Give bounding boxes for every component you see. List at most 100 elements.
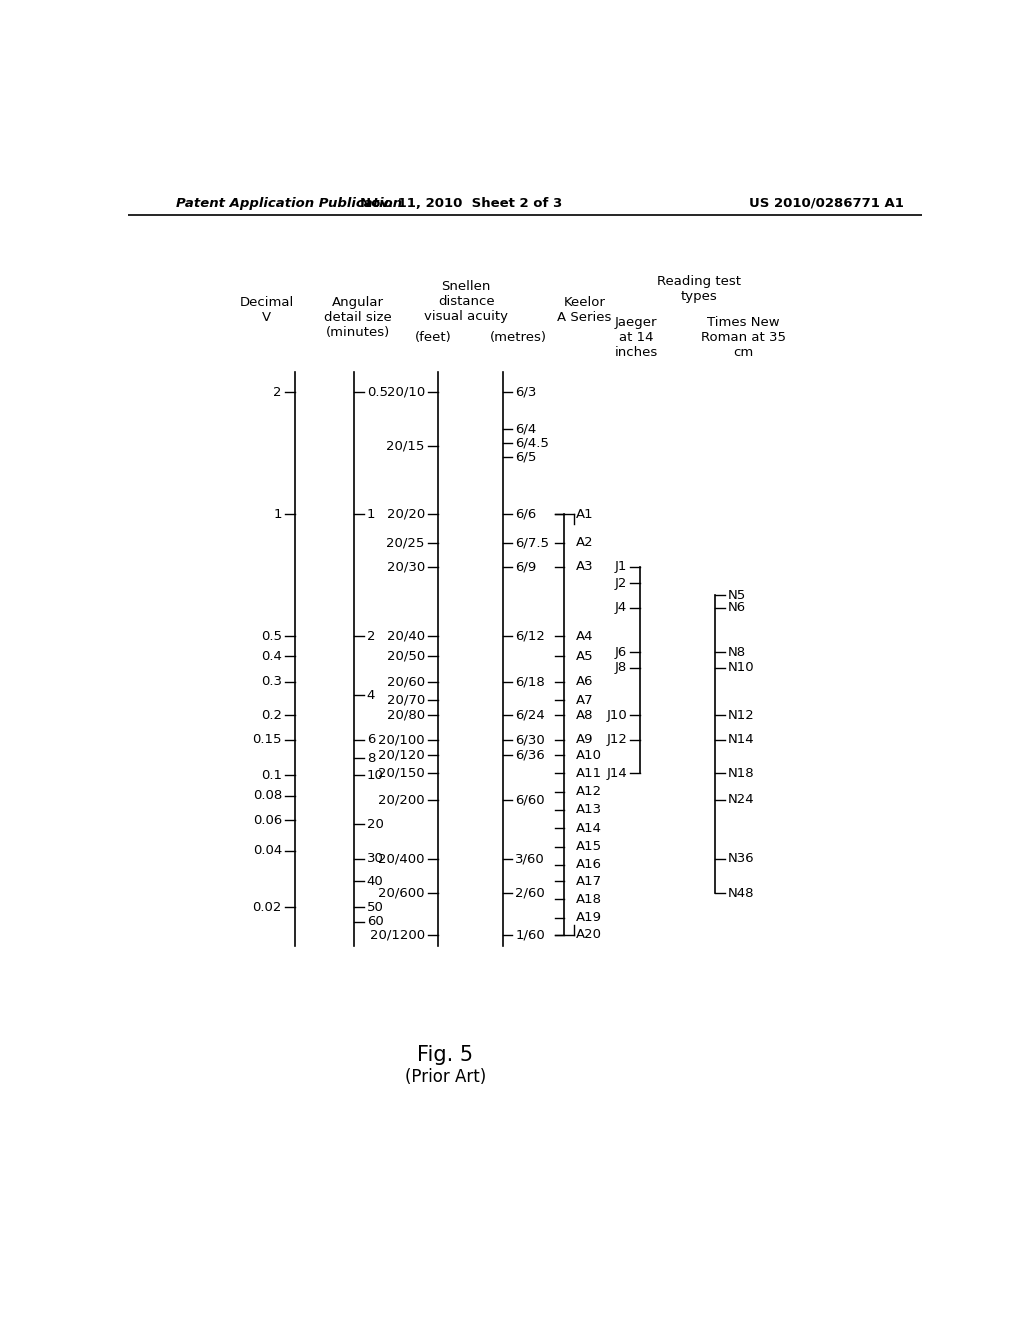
Text: 0.1: 0.1 (261, 768, 282, 781)
Text: A20: A20 (575, 928, 601, 941)
Text: 20/15: 20/15 (386, 440, 425, 453)
Text: (Prior Art): (Prior Art) (404, 1068, 486, 1086)
Text: A8: A8 (575, 709, 593, 722)
Text: 0.5: 0.5 (261, 630, 282, 643)
Text: A10: A10 (575, 748, 601, 762)
Text: 3/60: 3/60 (515, 853, 545, 865)
Text: A14: A14 (575, 822, 601, 834)
Text: Decimal
V: Decimal V (240, 296, 294, 323)
Text: A5: A5 (575, 649, 593, 663)
Text: 6/4: 6/4 (515, 422, 537, 436)
Text: N5: N5 (728, 589, 746, 602)
Text: J10: J10 (606, 709, 627, 722)
Text: (metres): (metres) (489, 331, 547, 345)
Text: 1: 1 (273, 508, 282, 520)
Text: A13: A13 (575, 804, 602, 816)
Text: 6/9: 6/9 (515, 561, 537, 573)
Text: Times New
Roman at 35
cm: Times New Roman at 35 cm (700, 315, 785, 359)
Text: 6/7.5: 6/7.5 (515, 536, 549, 549)
Text: 10: 10 (367, 768, 384, 781)
Text: N6: N6 (728, 601, 746, 614)
Text: J8: J8 (615, 661, 627, 675)
Text: A4: A4 (575, 630, 593, 643)
Text: 50: 50 (367, 902, 384, 913)
Text: 20/120: 20/120 (378, 748, 425, 762)
Text: Angular
detail size
(minutes): Angular detail size (minutes) (325, 296, 392, 339)
Text: A18: A18 (575, 892, 601, 906)
Text: 20/60: 20/60 (387, 676, 425, 688)
Text: A16: A16 (575, 858, 601, 871)
Text: 20: 20 (367, 817, 384, 830)
Text: A3: A3 (575, 561, 593, 573)
Text: N18: N18 (728, 767, 755, 780)
Text: 20/400: 20/400 (378, 853, 425, 865)
Text: N12: N12 (728, 709, 755, 722)
Text: Reading test
types: Reading test types (657, 276, 741, 304)
Text: A7: A7 (575, 693, 593, 706)
Text: 20/200: 20/200 (378, 793, 425, 807)
Text: US 2010/0286771 A1: US 2010/0286771 A1 (749, 197, 904, 210)
Text: 20/10: 20/10 (386, 385, 425, 399)
Text: 20/600: 20/600 (378, 887, 425, 900)
Text: 8: 8 (367, 751, 375, 764)
Text: N8: N8 (728, 645, 746, 659)
Text: 6/3: 6/3 (515, 385, 537, 399)
Text: 20/30: 20/30 (386, 561, 425, 573)
Text: A11: A11 (575, 767, 602, 780)
Text: J4: J4 (615, 601, 627, 614)
Text: 0.3: 0.3 (261, 676, 282, 688)
Text: 0.2: 0.2 (261, 709, 282, 722)
Text: N24: N24 (728, 793, 755, 807)
Text: 30: 30 (367, 853, 384, 865)
Text: 6/5: 6/5 (515, 450, 537, 463)
Text: 6: 6 (367, 734, 375, 746)
Text: 20/100: 20/100 (378, 734, 425, 746)
Text: 0.4: 0.4 (261, 649, 282, 663)
Text: 1: 1 (367, 508, 376, 520)
Text: N36: N36 (728, 853, 755, 865)
Text: N10: N10 (728, 661, 755, 675)
Text: 20/1200: 20/1200 (370, 928, 425, 941)
Text: 6/4.5: 6/4.5 (515, 437, 549, 450)
Text: 6/18: 6/18 (515, 676, 545, 688)
Text: 1/60: 1/60 (515, 928, 545, 941)
Text: 2/60: 2/60 (515, 887, 545, 900)
Text: N48: N48 (728, 887, 755, 900)
Text: 4: 4 (367, 689, 375, 701)
Text: A19: A19 (575, 911, 601, 924)
Text: 20/50: 20/50 (386, 649, 425, 663)
Text: N14: N14 (728, 734, 755, 746)
Text: 40: 40 (367, 875, 384, 887)
Text: 6/30: 6/30 (515, 734, 545, 746)
Text: 0.02: 0.02 (253, 902, 282, 913)
Text: A1: A1 (575, 508, 593, 520)
Text: 0.5: 0.5 (367, 385, 388, 399)
Text: 2: 2 (367, 630, 376, 643)
Text: 6/12: 6/12 (515, 630, 545, 643)
Text: J2: J2 (614, 577, 627, 590)
Text: 6/6: 6/6 (515, 508, 537, 520)
Text: Keelor
A Series: Keelor A Series (557, 296, 611, 323)
Text: Fig. 5: Fig. 5 (418, 1045, 473, 1065)
Text: 6/60: 6/60 (515, 793, 545, 807)
Text: J14: J14 (606, 767, 627, 780)
Text: 0.06: 0.06 (253, 813, 282, 826)
Text: 0.08: 0.08 (253, 789, 282, 803)
Text: Patent Application Publication: Patent Application Publication (176, 197, 401, 210)
Text: 20/20: 20/20 (386, 508, 425, 520)
Text: A17: A17 (575, 875, 602, 887)
Text: J6: J6 (615, 645, 627, 659)
Text: (feet): (feet) (415, 331, 452, 345)
Text: 2: 2 (273, 385, 282, 399)
Text: 6/24: 6/24 (515, 709, 545, 722)
Text: 6/36: 6/36 (515, 748, 545, 762)
Text: A6: A6 (575, 676, 593, 688)
Text: A15: A15 (575, 840, 602, 853)
Text: 20/80: 20/80 (387, 709, 425, 722)
Text: 20/150: 20/150 (378, 767, 425, 780)
Text: 20/25: 20/25 (386, 536, 425, 549)
Text: A2: A2 (575, 536, 593, 549)
Text: 0.04: 0.04 (253, 843, 282, 857)
Text: A12: A12 (575, 785, 602, 799)
Text: J1: J1 (614, 561, 627, 573)
